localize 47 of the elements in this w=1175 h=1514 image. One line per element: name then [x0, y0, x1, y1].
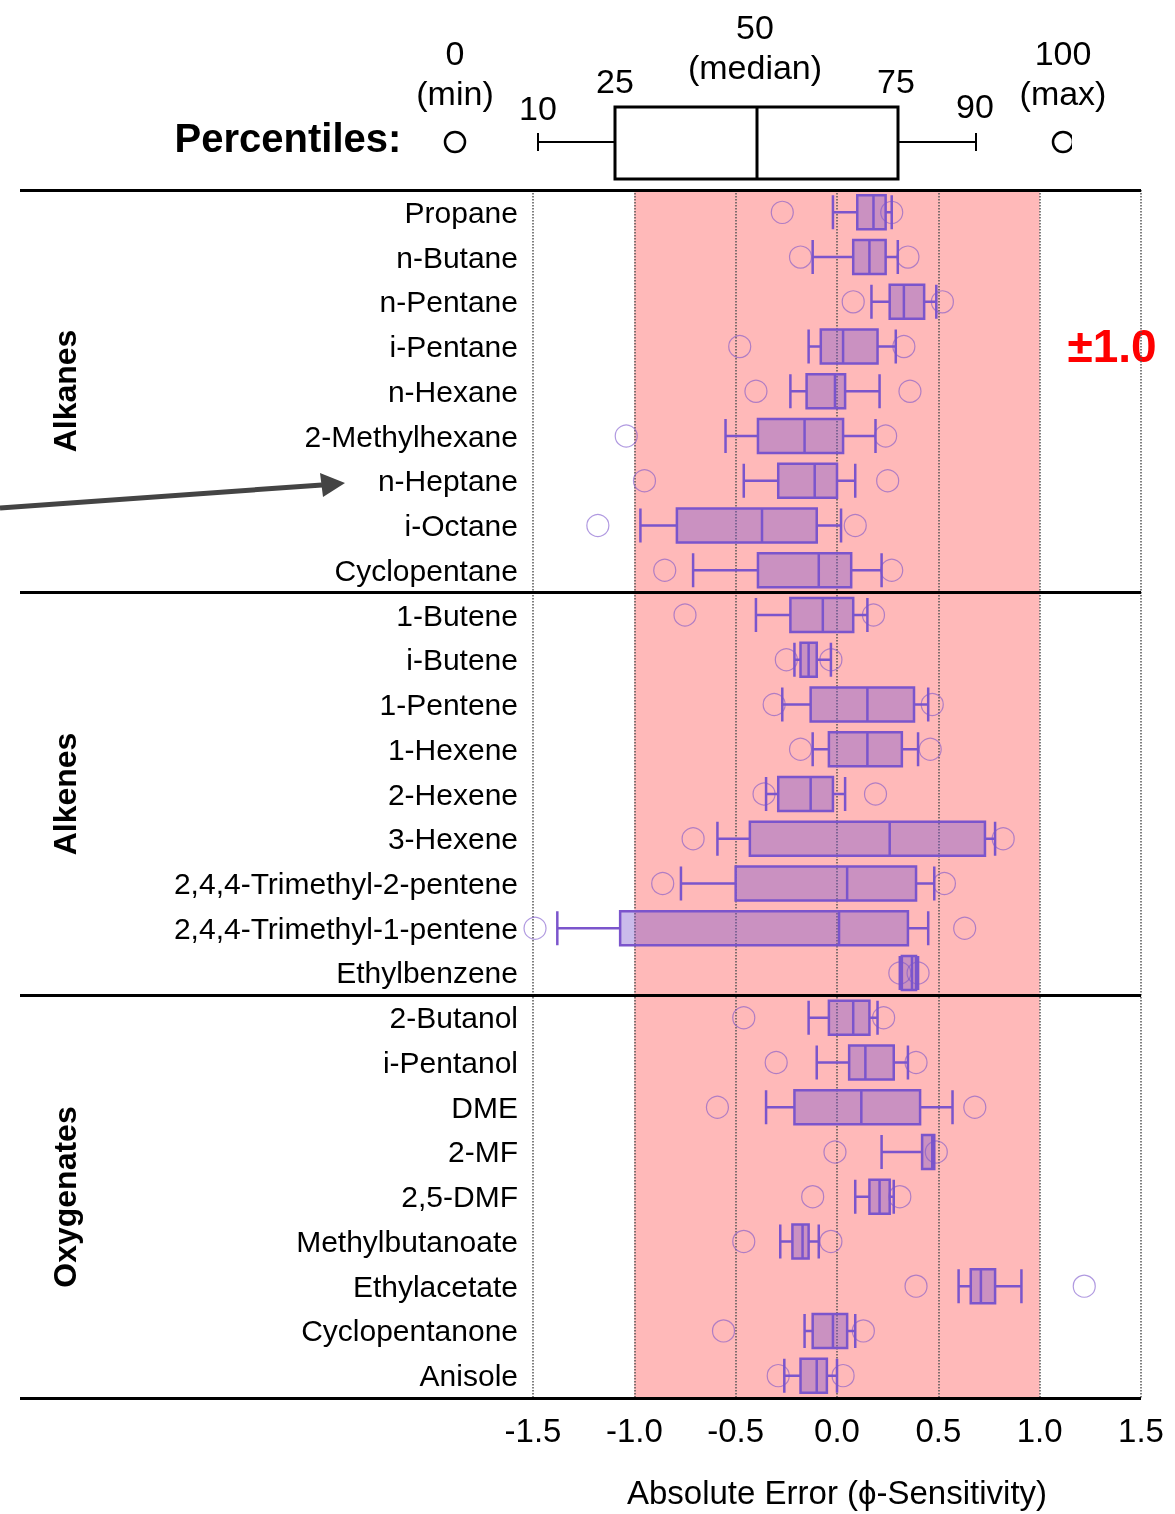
y-tick-label: Ethylbenzene — [336, 956, 518, 990]
y-tick-label: i-Pentanol — [382, 1045, 518, 1079]
x-tick-label: 1.0 — [1016, 1412, 1063, 1449]
text: Percentiles: — [174, 116, 402, 160]
text: 75 — [877, 61, 915, 101]
y-tick-label: 1-Butene — [396, 598, 518, 632]
y-tick-label: 2,5-DMF — [401, 1180, 518, 1214]
text: Alkenes — [46, 732, 84, 856]
y-tick-label: Ethylacetate — [352, 1269, 518, 1303]
y-tick-label: Anisole — [419, 1359, 518, 1393]
y-tick-label: 1-Pentene — [379, 688, 518, 722]
text: 90 — [956, 86, 994, 126]
y-tick-label: 2-Butanol — [389, 1001, 518, 1035]
text: 0 (min) — [416, 33, 494, 113]
y-tick-label: DME — [451, 1090, 518, 1124]
y-tick-label: i-Pentane — [389, 330, 518, 364]
y-tick-label: 2-Methylhexane — [304, 419, 518, 453]
y-tick-label: 1-Hexene — [387, 732, 518, 766]
x-tick-label: -0.5 — [707, 1412, 765, 1449]
x-tick-label: 1.5 — [1118, 1412, 1164, 1449]
text: Oxygenates — [46, 1105, 84, 1288]
text: 10 — [519, 88, 557, 128]
y-tick-label: i-Octane — [404, 509, 518, 543]
y-tick-label: Cyclopentanone — [301, 1314, 518, 1348]
y-tick-label: n-Heptane — [377, 464, 518, 498]
x-tick-label: 0.0 — [814, 1412, 860, 1449]
y-tick-label: n-Hexane — [387, 374, 518, 408]
band-label: ±1.0 — [1067, 320, 1157, 372]
y-tick-label: n-Butane — [396, 240, 518, 274]
y-tick-label: 2-Hexene — [387, 777, 518, 811]
y-tick-label: Cyclopentane — [334, 553, 518, 587]
text: 100 (max) — [1019, 33, 1107, 113]
text: Alkanes — [46, 329, 84, 453]
x-tick-label: -1.0 — [605, 1412, 663, 1449]
text: 50 (median) — [687, 7, 823, 87]
x-tick-label: -1.5 — [504, 1412, 562, 1449]
y-tick-label: n-Pentane — [379, 285, 518, 319]
y-tick-label: 2-MF — [448, 1135, 518, 1169]
y-tick-label: Propane — [404, 195, 518, 229]
x-tick-label: 0.5 — [915, 1412, 962, 1449]
y-tick-label: i-Butene — [406, 643, 518, 677]
x-axis-title: Absolute Error (ϕ-Sensitivity) — [626, 1474, 1048, 1511]
y-tick-label: 2,4,4-Trimethyl-2-pentene — [173, 866, 518, 900]
y-tick-label: 2,4,4-Trimethyl-1-pentene — [173, 911, 518, 945]
y-tick-label: Methylbutanoate — [296, 1224, 518, 1258]
text: 25 — [596, 61, 634, 101]
y-tick-label: 3-Hexene — [387, 822, 518, 856]
